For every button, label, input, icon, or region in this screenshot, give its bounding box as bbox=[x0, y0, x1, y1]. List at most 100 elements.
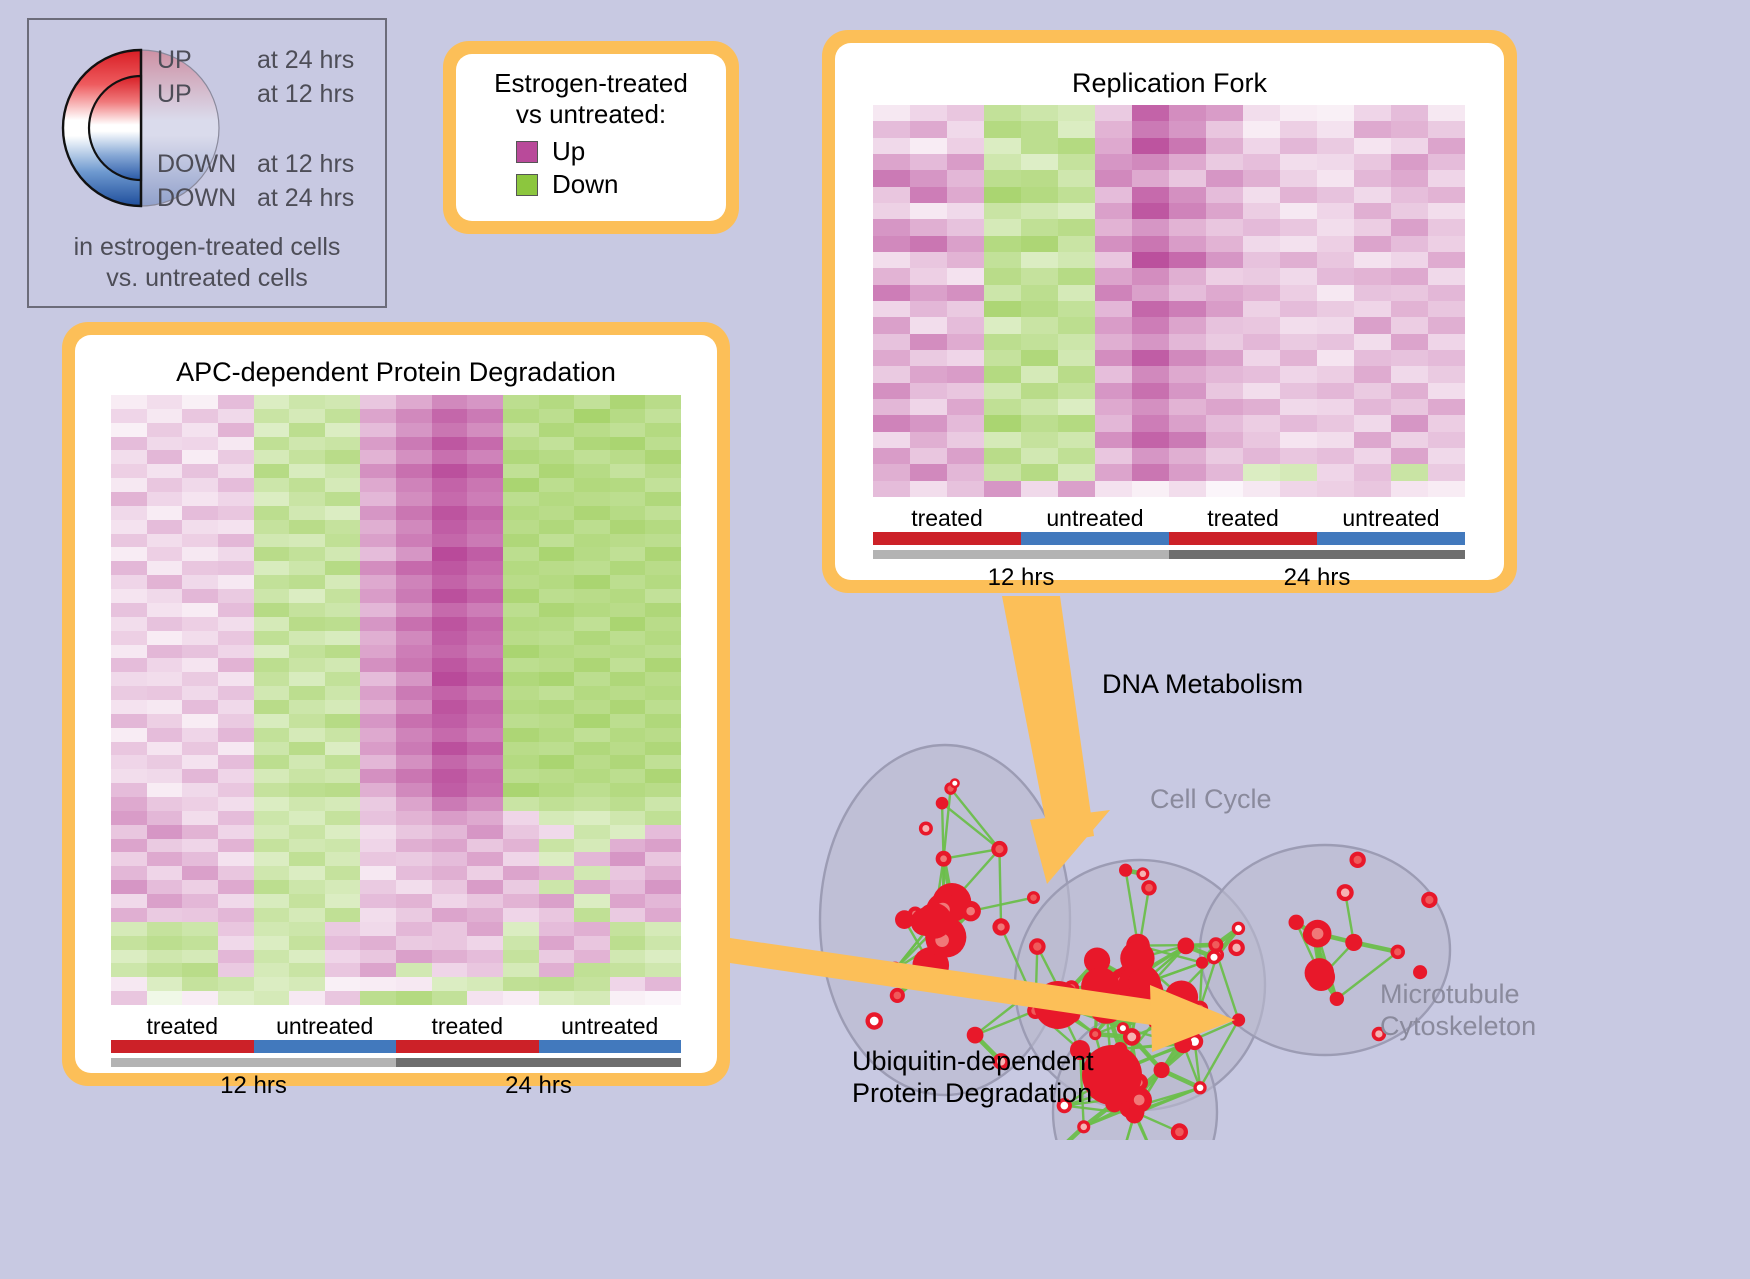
heatmap-cell bbox=[645, 519, 681, 534]
heatmap-cell bbox=[1132, 268, 1169, 285]
heatmap-cell bbox=[360, 824, 396, 839]
heatmap-cell bbox=[324, 408, 361, 423]
heatmap-cell bbox=[289, 547, 325, 562]
heatmap-cell bbox=[111, 880, 147, 895]
heatmap-cell bbox=[146, 589, 183, 603]
heatmap-cell bbox=[1058, 252, 1095, 269]
heatmap-cell bbox=[324, 921, 361, 936]
network-edge bbox=[941, 802, 1001, 851]
heatmap-cell bbox=[910, 186, 947, 203]
heatmap-cell bbox=[182, 436, 218, 451]
heatmap-cell bbox=[609, 561, 646, 576]
heatmap-cell bbox=[1354, 333, 1391, 350]
heatmap-cell bbox=[1317, 186, 1354, 203]
heatmap-cell bbox=[253, 935, 290, 950]
network-node-core bbox=[1235, 924, 1242, 932]
heatmap-cell bbox=[1132, 382, 1169, 399]
heatmap-cell bbox=[645, 852, 681, 867]
legend-value: at 24 hrs bbox=[257, 46, 355, 74]
network-node-core bbox=[1127, 1032, 1137, 1042]
heatmap-cell bbox=[1391, 203, 1428, 220]
heatmap-cell bbox=[910, 284, 947, 301]
heatmap-cell bbox=[360, 963, 396, 978]
heatmap-cell bbox=[289, 630, 325, 645]
heatmap-cell bbox=[182, 547, 218, 562]
heatmap-cell bbox=[253, 838, 290, 853]
heatmap-cell bbox=[146, 672, 183, 687]
heatmap-cell bbox=[396, 478, 432, 493]
heatmap-cell bbox=[324, 769, 361, 784]
down-swatch-icon bbox=[516, 173, 538, 196]
heatmap-cell bbox=[1132, 464, 1169, 481]
heatmap-cell bbox=[910, 203, 947, 220]
heatmap-cell bbox=[538, 630, 575, 645]
heatmap-cell bbox=[146, 880, 183, 895]
heatmap-cell bbox=[502, 658, 539, 673]
heatmap-cell bbox=[396, 672, 432, 687]
heatmap-cell bbox=[111, 866, 147, 881]
heatmap-cell bbox=[502, 672, 539, 687]
heatmap-cell bbox=[1280, 301, 1317, 318]
heatmap-cell bbox=[431, 769, 468, 784]
heatmap-cell bbox=[289, 492, 325, 506]
heatmap-cell bbox=[1021, 268, 1058, 285]
heatmap-cell bbox=[1317, 235, 1354, 252]
heatmap-cell bbox=[1169, 301, 1206, 318]
heatmap-cell bbox=[1317, 170, 1354, 187]
heatmap-cell bbox=[1169, 448, 1206, 465]
heatmap-cell bbox=[1280, 399, 1317, 416]
heatmap-cell bbox=[502, 810, 539, 825]
heatmap-cell bbox=[502, 769, 539, 784]
heatmap-cell bbox=[574, 852, 610, 867]
heatmap-cell bbox=[910, 137, 947, 154]
heatmap-cell bbox=[873, 366, 910, 383]
heatmap-cell bbox=[146, 755, 183, 770]
heatmap-cell bbox=[253, 533, 290, 548]
heatmap-cell bbox=[1280, 431, 1317, 448]
heatmap-cell bbox=[467, 533, 503, 548]
heatmap-cell bbox=[1428, 252, 1465, 269]
heatmap-cell bbox=[574, 963, 610, 978]
heatmap-cell bbox=[984, 284, 1021, 301]
heatmap-cell bbox=[1206, 448, 1243, 465]
heatmap-cell bbox=[538, 866, 575, 881]
heatmap-cell bbox=[873, 317, 910, 334]
heatmap-cell bbox=[182, 935, 218, 950]
legend-value: at 12 hrs bbox=[257, 150, 355, 178]
heatmap-cell bbox=[1169, 170, 1206, 187]
network-edge bbox=[1199, 1019, 1240, 1089]
timepoint-bar-segment bbox=[1169, 550, 1465, 559]
heatmap-cell bbox=[502, 797, 539, 811]
heatmap-cell bbox=[1169, 317, 1206, 334]
heatmap-cell bbox=[538, 533, 575, 548]
heatmap-cell bbox=[1243, 333, 1280, 350]
network-node bbox=[1082, 1045, 1142, 1105]
heatmap-cell bbox=[910, 399, 947, 416]
heatmap-cell bbox=[1058, 350, 1095, 367]
heatmap-cell bbox=[1354, 366, 1391, 383]
heatmap-cell bbox=[111, 755, 147, 770]
heatmap-cell bbox=[1428, 268, 1465, 285]
heatmap-cell bbox=[324, 561, 361, 576]
cluster-label-microtubule-cytoskeleton: Microtubule Cytoskeleton bbox=[1380, 978, 1536, 1043]
heatmap-cell bbox=[111, 589, 147, 603]
heatmap-cell bbox=[947, 284, 984, 301]
heatmap-cell bbox=[289, 505, 325, 520]
heatmap-cell bbox=[360, 894, 396, 908]
heatmap-cell bbox=[645, 880, 681, 895]
heatmap-cell bbox=[182, 991, 218, 1005]
heatmap-cell bbox=[1058, 480, 1095, 497]
heatmap-cell bbox=[1058, 219, 1095, 236]
heatmap-cell bbox=[182, 505, 218, 520]
heatmap-cell bbox=[146, 602, 183, 617]
heatmap-cell bbox=[467, 672, 503, 687]
heatmap-cell bbox=[146, 894, 183, 908]
heatmap-cell bbox=[1169, 382, 1206, 399]
treatment-color-bar bbox=[111, 1040, 681, 1053]
heatmap-cell bbox=[538, 519, 575, 534]
heatmap-cell bbox=[182, 769, 218, 784]
heatmap-cell bbox=[502, 464, 539, 479]
heatmap-cell bbox=[431, 408, 468, 423]
legend-value: at 12 hrs bbox=[257, 80, 355, 108]
heatmap-cell bbox=[360, 575, 396, 590]
